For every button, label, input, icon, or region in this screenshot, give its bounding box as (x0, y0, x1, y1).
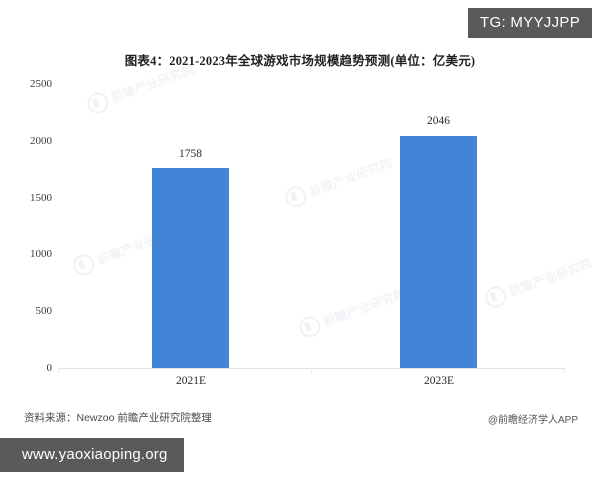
y-tick-label: 1000 (30, 248, 52, 261)
bar-value-2021e: 1758 (179, 148, 202, 160)
app-attribution: @前瞻经济学人APP (487, 415, 578, 426)
bar-2021e[interactable] (152, 168, 229, 368)
plot-area: 1758 2046 (58, 84, 565, 368)
y-tick-label: 2000 (30, 134, 52, 147)
y-tick-label: 2500 (30, 78, 52, 90)
bar-2023e[interactable] (400, 135, 477, 368)
y-tick-label: 0 (46, 362, 53, 374)
x-category-label-2021e: 2021E (175, 375, 207, 387)
y-tick-label: 1500 (30, 191, 52, 204)
y-tick-label: 500 (35, 305, 53, 318)
source-note: 资料来源：Newzoo 前瞻产业研究院整理 (24, 412, 212, 424)
site-url-badge: www.yaoxiaoping.org (0, 438, 184, 472)
x-category-label-2023e: 2023E (423, 375, 455, 387)
y-axis: 2500 2000 1500 1000 500 0 (6, 78, 53, 374)
x-axis-tick (564, 368, 565, 373)
chart-title: 图表4：2021-2023年全球游戏市场规模趋势预测(单位：亿美元) (124, 54, 476, 68)
tg-badge: TG: MYYJJPP (468, 8, 592, 38)
x-axis-tick (58, 368, 59, 373)
bar-value-2023e: 2046 (427, 115, 450, 127)
x-axis-tick (311, 368, 312, 373)
